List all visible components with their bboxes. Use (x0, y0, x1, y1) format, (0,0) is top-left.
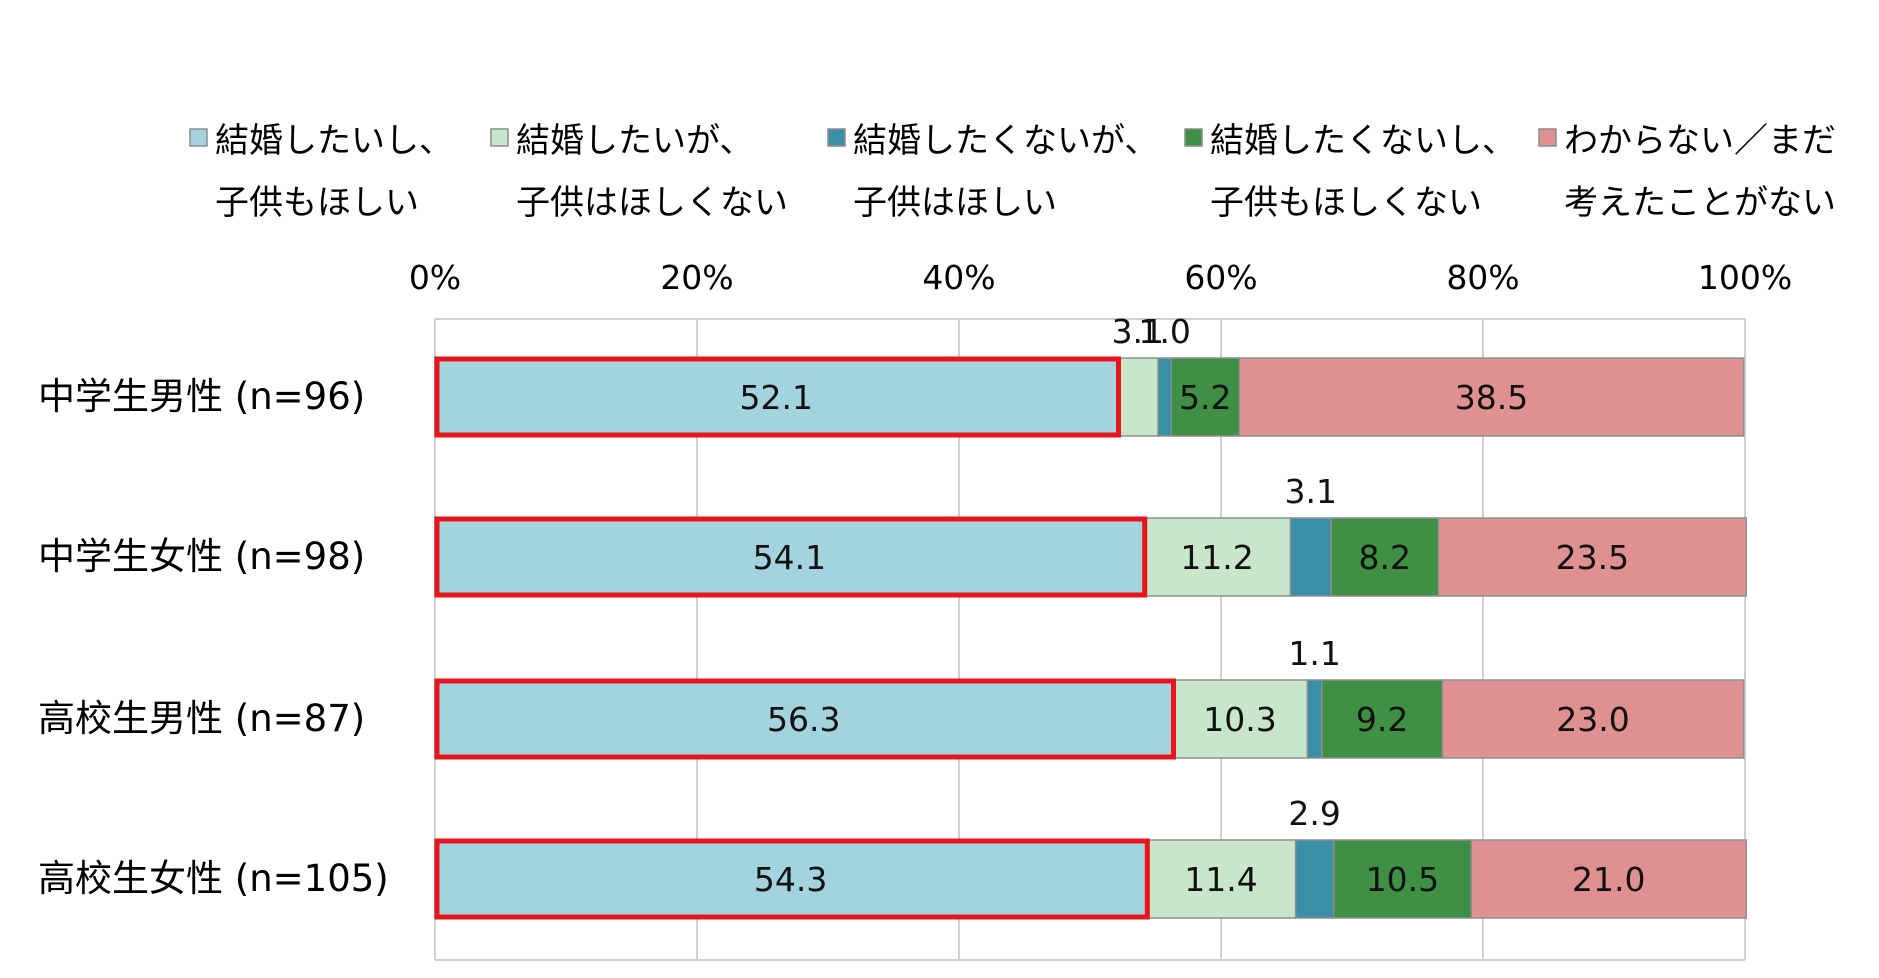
legend-label: 子供もほしい (215, 183, 419, 223)
data-label: 21.0 (1572, 860, 1645, 899)
bar-segment (434, 679, 1174, 759)
legend-label: 結婚したくないが、 (853, 121, 1158, 161)
data-label: 23.5 (1556, 538, 1629, 577)
bar-segment (1332, 839, 1472, 919)
bar-segment (1294, 839, 1335, 919)
legend-label: 結婚したいし、 (215, 121, 453, 161)
x-tick-labels: 0% 20% 40% 60% 80% 100% (409, 258, 1792, 297)
data-label: 38.5 (1455, 378, 1528, 417)
legend-label: 子供はほしい (853, 183, 1057, 223)
data-label: 54.3 (754, 860, 827, 899)
data-label: 11.2 (1180, 538, 1253, 577)
highlight-box (434, 356, 1122, 438)
bar-segment (1171, 679, 1309, 759)
category-label: 高校生男性 (n=87) (38, 697, 365, 740)
legend-label: 考えたことがない (1564, 183, 1836, 223)
bar-segment (1306, 679, 1323, 759)
bar-segment (1330, 517, 1440, 597)
data-label: 52.1 (740, 378, 813, 417)
bar-segment (1238, 357, 1745, 437)
category-label: 高校生女性 (n=105) (38, 857, 389, 900)
data-label: 10.3 (1203, 700, 1276, 739)
x-tick-label: 40% (922, 258, 995, 297)
bar-segment (1116, 357, 1159, 437)
bar-segment (1437, 517, 1748, 597)
data-label: 10.5 (1366, 860, 1439, 899)
bar-segment (1157, 357, 1172, 437)
x-tick-label: 100% (1698, 258, 1792, 297)
bar-segment (1441, 679, 1745, 759)
legend-swatch (827, 128, 846, 147)
legend-label: わからない／まだ (1564, 121, 1836, 161)
highlight-box (434, 516, 1148, 598)
x-tick-label: 0% (409, 258, 461, 297)
data-label: 1.0 (1138, 312, 1190, 351)
bar-segment (1470, 839, 1748, 919)
value-labels: 52.13.11.05.2 38.554.1 11.23.18.2 23.556.3 1… (740, 312, 1646, 899)
legend-label: 子供もほしくない (1210, 183, 1482, 223)
category-label: 中学生男性 (n=96) (38, 375, 365, 418)
x-tick-label: 80% (1446, 258, 1519, 297)
legend-swatch (1184, 128, 1203, 147)
bar-segment (1145, 839, 1297, 919)
legend-label: 子供はほしくない (516, 183, 788, 223)
legend-swatch (490, 128, 509, 147)
data-label: 9.2 (1356, 700, 1408, 739)
data-label: 56.3 (767, 700, 840, 739)
data-label: 5.2 (1179, 378, 1231, 417)
legend-swatch (1538, 128, 1557, 147)
x-tick-label: 60% (1184, 258, 1257, 297)
data-label: 3.1 (1112, 312, 1164, 351)
data-label: 8.2 (1359, 538, 1411, 577)
bar-segment (1289, 517, 1332, 597)
highlight-boxes (434, 356, 1177, 920)
data-label: 23.0 (1556, 700, 1629, 739)
legend-label: 結婚したいが、 (516, 121, 753, 161)
bars (434, 357, 1748, 919)
data-label: 3.1 (1284, 472, 1336, 511)
data-label: 54.1 (753, 538, 826, 577)
x-tick-label: 20% (660, 258, 733, 297)
category-labels: 中学生男性 (n=96) 中学生女性 (n=98) 高校生男性 (n=87) 高校生女… (38, 375, 389, 900)
bar-segment (1170, 357, 1241, 437)
bar-segment (434, 839, 1148, 919)
data-label: 1.1 (1288, 634, 1340, 673)
legend-label: 結婚したくないし、 (1210, 121, 1516, 161)
legend-swatch (189, 128, 208, 147)
data-label: 11.4 (1184, 860, 1257, 899)
highlight-box (434, 678, 1177, 760)
category-label: 中学生女性 (n=98) (38, 535, 365, 578)
data-label: 2.9 (1288, 794, 1340, 833)
highlight-box (434, 838, 1150, 920)
legend: 結婚したいし、子供もほしい 結婚したいが、子供はほしくない 結婚したくないが、子供は… (189, 121, 1836, 223)
